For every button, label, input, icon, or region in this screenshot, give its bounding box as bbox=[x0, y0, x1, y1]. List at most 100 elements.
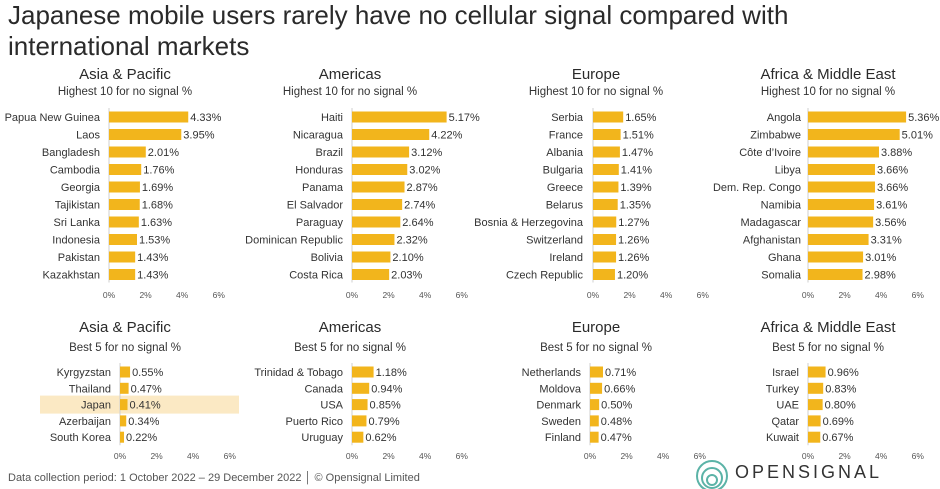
panel-2-tick-label: 0% bbox=[346, 290, 359, 300]
panel-8-title: Africa & Middle East bbox=[760, 319, 896, 336]
panel-6-bar bbox=[352, 415, 367, 427]
panel-3-tick-label: 6% bbox=[697, 290, 710, 300]
panel-4-category-label: Somalia bbox=[761, 270, 802, 282]
panel-4-value-label: 3.01% bbox=[865, 252, 896, 264]
panel-1-category-label: Papua New Guinea bbox=[5, 112, 101, 124]
panel-1-value-label: 1.69% bbox=[142, 182, 173, 194]
panel-2-category-label: Brazil bbox=[315, 147, 343, 159]
panel-1-category-label: Bangladesh bbox=[42, 147, 100, 159]
panel-1-bar bbox=[109, 164, 142, 175]
panel-6-bar bbox=[352, 382, 370, 394]
panel-7-bar bbox=[590, 366, 603, 378]
page-title: Japanese mobile users rarely have no cel… bbox=[8, 0, 789, 61]
panel-4-value-label: 3.56% bbox=[875, 217, 906, 229]
panel-1-category-label: Pakistan bbox=[58, 252, 100, 264]
panel-8-tick-label: 2% bbox=[838, 451, 851, 461]
panel-4-value-label: 3.31% bbox=[871, 235, 902, 247]
panel-7-bar bbox=[590, 431, 599, 443]
panel-3-value-label: 1.51% bbox=[623, 130, 654, 142]
panel-1-bar bbox=[109, 216, 139, 228]
panel-7-tick-label: 0% bbox=[584, 451, 597, 461]
panel-8-bar bbox=[808, 366, 826, 378]
panel-4-value-label: 3.88% bbox=[881, 147, 912, 159]
panel-5-category-label: Kyrgyzstan bbox=[57, 367, 111, 379]
panel-4-subtitle: Highest 10 for no signal % bbox=[761, 86, 895, 98]
panel-2-category-label: El Salvador bbox=[287, 200, 344, 212]
panel-7-value-label: 0.66% bbox=[604, 383, 635, 395]
panel-1-bar bbox=[109, 269, 136, 280]
panel-2-category-label: Haiti bbox=[321, 112, 343, 124]
panel-6-tick-label: 4% bbox=[419, 451, 432, 461]
panel-6-tick-label: 2% bbox=[382, 451, 395, 461]
panel-1-bar bbox=[109, 146, 146, 158]
panel-4-bar bbox=[808, 111, 907, 123]
panel-5-tick-label: 2% bbox=[150, 451, 163, 461]
panel-6-category-label: Canada bbox=[304, 383, 343, 395]
panel-7-category-label: Finland bbox=[545, 432, 581, 444]
panel-5-highlight-band bbox=[40, 395, 239, 414]
panel-1-bar bbox=[109, 111, 189, 123]
panel-3-bar bbox=[593, 181, 619, 193]
panel-4-tick-label: 6% bbox=[912, 290, 925, 300]
panel-4-category-label: Afghanistan bbox=[743, 235, 801, 247]
panel-3-bar bbox=[593, 251, 617, 263]
panel-3-value-label: 1.27% bbox=[618, 217, 649, 229]
panel-6-value-label: 0.79% bbox=[368, 416, 399, 428]
panel-4-bar bbox=[808, 146, 880, 158]
panel-1-category-label: Tajikistan bbox=[55, 200, 100, 212]
panel-6-bar bbox=[352, 399, 368, 411]
panel-3-value-label: 1.26% bbox=[618, 235, 649, 247]
panel-4-tick-label: 0% bbox=[802, 290, 815, 300]
panel-1-value-label: 4.33% bbox=[190, 112, 221, 124]
panel-3-bar bbox=[593, 269, 615, 280]
panel-3-tick-label: 4% bbox=[660, 290, 673, 300]
panel-8-category-label: Kuwait bbox=[766, 432, 799, 444]
panel-3-category-label: Serbia bbox=[551, 112, 584, 124]
panel-8-tick-label: 4% bbox=[875, 451, 888, 461]
panel-7-category-label: Moldova bbox=[539, 383, 581, 395]
panel-4-value-label: 5.36% bbox=[908, 112, 939, 124]
panel-3-category-label: France bbox=[549, 130, 583, 142]
panel-5-bar bbox=[120, 366, 131, 378]
panel-7-bar bbox=[590, 382, 603, 394]
panel-1-tick-label: 6% bbox=[213, 290, 226, 300]
panel-2-bar bbox=[352, 181, 405, 193]
panel-2-value-label: 5.17% bbox=[449, 112, 480, 124]
panel-5-bar bbox=[120, 415, 127, 427]
panel-2-value-label: 2.64% bbox=[402, 217, 433, 229]
panel-5-subtitle: Best 5 for no signal % bbox=[69, 342, 181, 354]
panel-3-category-label: Bosnia & Herzegovina bbox=[474, 217, 584, 229]
panel-2-bar bbox=[352, 199, 403, 210]
panel-2-bar bbox=[352, 146, 410, 158]
panel-7-value-label: 0.47% bbox=[601, 432, 632, 444]
panel-7-bar bbox=[590, 399, 600, 411]
panel-2-category-label: Nicaragua bbox=[293, 130, 344, 142]
panel-8-value-label: 0.83% bbox=[825, 383, 856, 395]
panel-4-category-label: Zimbabwe bbox=[750, 130, 801, 142]
panel-4-bar bbox=[808, 199, 875, 210]
panel-6-subtitle: Best 5 for no signal % bbox=[294, 342, 406, 354]
panel-1-tick-label: 4% bbox=[176, 290, 189, 300]
panel-3-tick-label: 2% bbox=[623, 290, 636, 300]
panel-1-bar bbox=[109, 129, 182, 140]
panel-7-value-label: 0.50% bbox=[601, 400, 632, 412]
panel-8-value-label: 0.96% bbox=[828, 367, 859, 379]
panel-2-title: Americas bbox=[319, 66, 382, 83]
panel-8-value-label: 0.80% bbox=[825, 400, 856, 412]
panel-2-category-label: Panama bbox=[302, 182, 344, 194]
panel-4-bar bbox=[808, 164, 875, 175]
panel-5-bar bbox=[120, 399, 128, 411]
panel-3-value-label: 1.47% bbox=[622, 147, 653, 159]
panel-2-bar bbox=[352, 234, 395, 245]
panel-3-value-label: 1.35% bbox=[620, 200, 651, 212]
panel-3-subtitle: Highest 10 for no signal % bbox=[529, 86, 663, 98]
panel-7-category-label: Denmark bbox=[536, 400, 581, 412]
panel-1-value-label: 1.53% bbox=[139, 235, 170, 247]
panel-3-tick-label: 0% bbox=[587, 290, 600, 300]
panel-6-bar bbox=[352, 431, 364, 443]
panel-4-category-label: Côte d’Ivoire bbox=[739, 147, 801, 159]
panel-8-category-label: Qatar bbox=[771, 416, 799, 428]
panel-6-bar bbox=[352, 366, 374, 378]
panel-7-category-label: Netherlands bbox=[522, 367, 582, 379]
